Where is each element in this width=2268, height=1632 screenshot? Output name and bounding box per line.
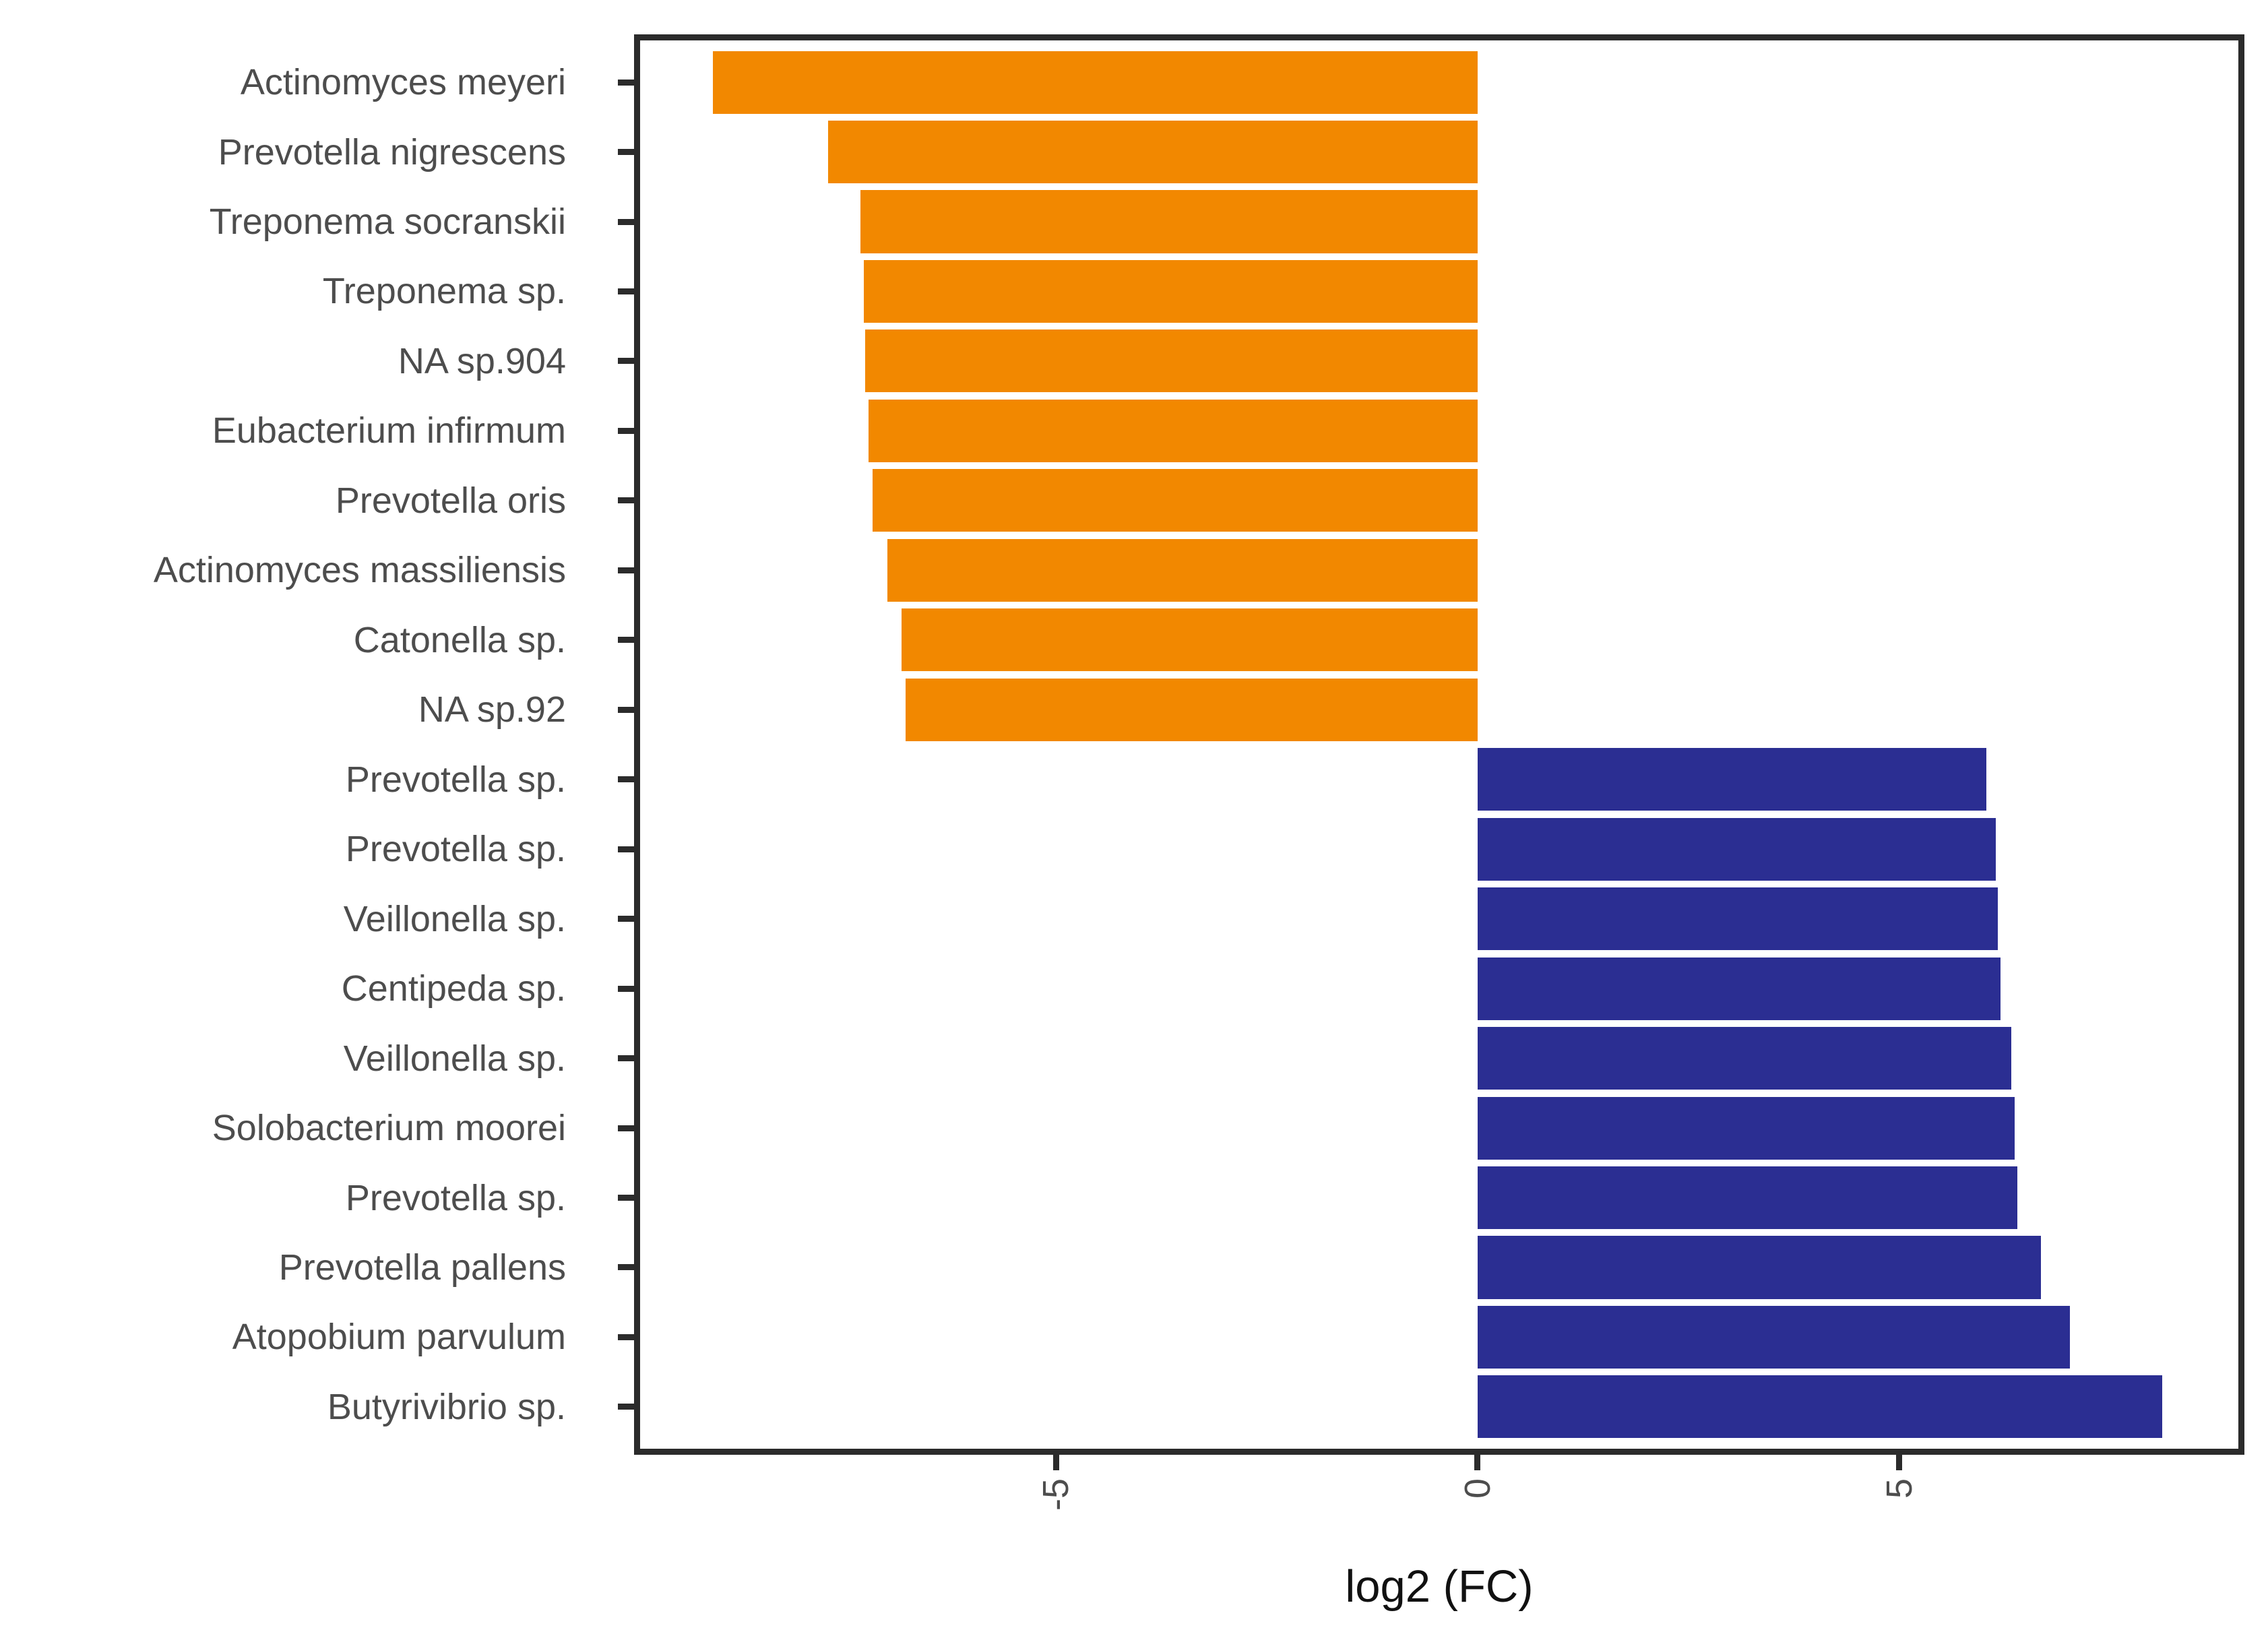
y-axis-label: Centipeda sp. [341,968,566,1009]
y-axis-tick [618,79,634,86]
y-axis-label: Prevotella pallens [278,1247,566,1288]
y-axis-tick [618,846,634,852]
y-axis-label: Actinomyces massiliensis [153,550,566,591]
bar [1477,1375,2163,1439]
bar [1477,748,1986,811]
bar [1477,887,1998,951]
x-axis-tick [1052,1455,1059,1470]
bar [860,190,1478,253]
x-axis-tick-label: 5 [1879,1478,1920,1499]
bar [863,259,1478,323]
bar [1477,1166,2018,1230]
y-axis-label: Butyrivibrio sp. [327,1386,566,1427]
bar [1477,1096,2015,1160]
y-axis-tick [618,1264,634,1271]
bar [1477,817,1996,881]
bar [873,469,1478,532]
y-axis-label: Treponema socranskii [209,201,566,242]
y-axis-tick [618,985,634,992]
y-axis-label: Prevotella sp. [345,829,566,870]
y-axis-tick [618,916,634,922]
y-axis-tick [618,149,634,156]
y-axis-label: Atopobium parvulum [232,1317,566,1358]
x-axis-tick [1896,1455,1903,1470]
y-axis-label: NA sp.92 [418,689,566,730]
x-axis-tick [1474,1455,1481,1470]
y-axis-tick [618,567,634,573]
y-axis-label: Prevotella sp. [345,759,566,800]
y-axis-label: Eubacterium infirmum [212,410,566,451]
y-axis-tick [618,497,634,504]
y-axis-tick [618,1055,634,1062]
y-axis-label: Prevotella oris [335,480,566,521]
y-axis-label: Actinomyces meyeri [240,62,566,103]
y-axis-tick [618,776,634,783]
bar [1477,1305,2070,1369]
y-axis-tick [618,1125,634,1131]
bar [887,538,1478,602]
x-axis-tick-label: 0 [1457,1478,1498,1499]
y-axis-label: Treponema sp. [322,271,566,312]
y-axis-label: Veillonella sp. [343,898,566,939]
y-axis-label: Prevotella nigrescens [218,131,566,172]
y-axis-label: NA sp.904 [398,340,566,381]
bar [712,51,1478,114]
y-axis-tick [618,427,634,434]
bar [869,399,1478,462]
y-axis-tick [618,1333,634,1340]
bar [1477,1236,2042,1299]
y-axis-tick [618,1404,634,1410]
bar [865,329,1478,393]
bar [906,678,1478,741]
y-axis-tick [618,1195,634,1201]
y-axis-tick [618,358,634,365]
y-axis-label: Prevotella sp. [345,1177,566,1218]
y-axis-label: Veillonella sp. [343,1038,566,1079]
bar [902,608,1478,672]
bar [1477,1027,2012,1090]
x-axis-title: log2 (FC) [1345,1561,1534,1612]
bar [1477,957,2001,1020]
y-axis-label: Catonella sp. [353,619,566,660]
x-axis-tick-label: -5 [1036,1478,1077,1511]
y-axis-tick [618,288,634,294]
y-axis-label: Solobacterium moorei [212,1108,566,1149]
y-axis-tick [618,706,634,713]
y-axis-tick [618,218,634,225]
y-axis-tick [618,637,634,644]
bar [828,120,1478,184]
